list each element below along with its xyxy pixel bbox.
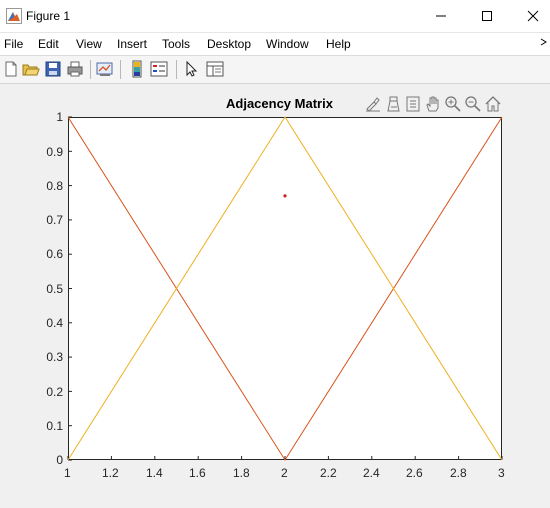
zoom-out-icon[interactable] (464, 95, 482, 113)
x-tick-label: 1.6 (189, 466, 206, 480)
y-tick-label: 0.2 (46, 385, 63, 399)
toolbar-separator (90, 60, 91, 79)
x-tick-label: 2.2 (320, 466, 337, 480)
x-tick-label: 2.6 (406, 466, 423, 480)
minimize-icon (436, 15, 446, 17)
print-icon[interactable] (66, 60, 84, 78)
plot-title: Adjacency Matrix (226, 96, 333, 111)
property-inspector-icon[interactable] (206, 60, 224, 78)
menu-bar: File Edit View Insert Tools Desktop Wind… (0, 33, 550, 56)
menu-insert[interactable]: Insert (117, 37, 148, 51)
close-button[interactable] (510, 0, 550, 32)
home-icon[interactable] (484, 95, 502, 113)
title-bar: Figure 1 (0, 0, 550, 33)
close-icon (527, 10, 539, 22)
maximize-icon (482, 11, 492, 21)
restore-view-icon[interactable] (404, 95, 422, 113)
y-tick-label: 0.4 (46, 316, 63, 330)
x-tick-label: 3 (498, 466, 505, 480)
new-figure-icon[interactable] (2, 60, 20, 78)
y-tick-label: 0.5 (46, 282, 63, 296)
x-tick-label: 2.4 (363, 466, 380, 480)
y-tick-label: 0.9 (46, 145, 63, 159)
menu-view[interactable]: View (76, 37, 102, 51)
brush-icon[interactable] (364, 95, 382, 113)
x-tick-label: 2.8 (450, 466, 467, 480)
minimize-button[interactable] (418, 0, 464, 32)
toolbar-separator (120, 60, 121, 79)
y-tick-label: 0.8 (46, 179, 63, 193)
menu-file[interactable]: File (4, 37, 24, 51)
menu-edit[interactable]: Edit (38, 37, 59, 51)
menu-tools[interactable]: Tools (162, 37, 191, 51)
y-tick-label: 0 (56, 453, 63, 467)
menu-help[interactable]: Help (326, 37, 351, 51)
menu-overflow-icon[interactable] (540, 37, 548, 47)
x-tick-label: 1.2 (102, 466, 119, 480)
x-tick-label: 1 (64, 466, 71, 480)
x-tick-label: 1.4 (146, 466, 163, 480)
y-tick-label: 0.1 (46, 419, 63, 433)
save-icon[interactable] (44, 60, 62, 78)
insert-legend-icon[interactable] (150, 60, 168, 78)
y-tick-label: 0.3 (46, 350, 63, 364)
y-tick-label: 0.6 (46, 247, 63, 261)
maximize-button[interactable] (464, 0, 510, 32)
data-tips-icon[interactable] (385, 95, 403, 113)
link-plot-icon[interactable] (96, 60, 114, 78)
edit-plot-icon[interactable] (182, 60, 200, 78)
y-tick-label: 0.7 (46, 213, 63, 227)
open-file-icon[interactable] (22, 60, 40, 78)
figure-toolbar (0, 56, 550, 84)
zoom-in-icon[interactable] (444, 95, 462, 113)
insert-colorbar-icon[interactable] (128, 60, 146, 78)
window-title: Figure 1 (26, 9, 71, 23)
menu-desktop[interactable]: Desktop (207, 37, 252, 51)
x-tick-label: 2 (281, 466, 288, 480)
toolbar-separator (176, 60, 177, 79)
x-tick-label: 1.8 (233, 466, 250, 480)
y-tick-label: 1 (56, 110, 63, 124)
matlab-figure-icon (6, 8, 22, 24)
plot-axes[interactable] (68, 117, 502, 460)
menu-window[interactable]: Window (266, 37, 309, 51)
pan-icon[interactable] (424, 95, 442, 113)
